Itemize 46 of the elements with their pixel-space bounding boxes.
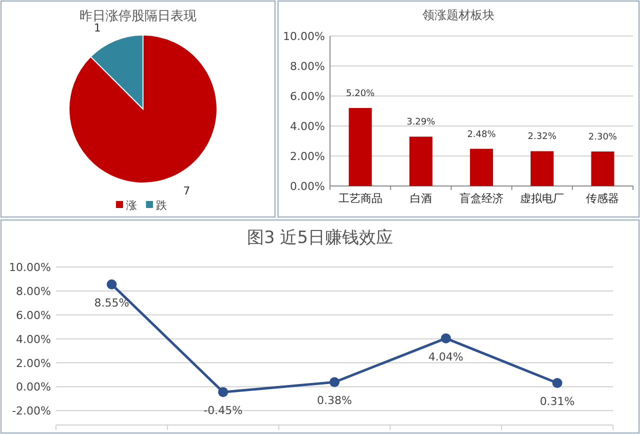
- y-tick-label: 2.00%: [290, 150, 325, 163]
- point: [552, 378, 562, 388]
- pie-slice: [68, 34, 218, 184]
- legend-label: 跌: [156, 199, 167, 212]
- bar: [348, 108, 372, 186]
- y-tick-label: 10.00%: [283, 30, 325, 43]
- x-tick-label: 工艺商品: [338, 192, 382, 205]
- y-tick-label: -2.00%: [12, 404, 51, 418]
- data-label: 8.55%: [94, 296, 130, 310]
- point: [218, 387, 228, 398]
- y-tick-label: 0.00%: [16, 380, 51, 394]
- point: [330, 377, 340, 388]
- data-label: 3.29%: [406, 118, 436, 128]
- y-tick-label: 10.00%: [9, 261, 51, 274]
- y-tick-label: 4.00%: [290, 120, 325, 133]
- chart-title: 昨日涨停股隔日表现: [80, 9, 196, 24]
- data-label: 5.20%: [346, 89, 376, 99]
- data-label: 2.32%: [528, 132, 557, 142]
- data-label: 1: [94, 22, 101, 35]
- bar: [530, 151, 554, 186]
- y-tick-label: 0.00%: [290, 180, 325, 193]
- y-tick-label: 6.00%: [290, 90, 325, 103]
- legend-label: 涨: [126, 199, 137, 212]
- data-label: -0.45%: [204, 404, 243, 418]
- point: [440, 333, 451, 344]
- x-tick-label: 传感器: [586, 192, 620, 205]
- y-tick-label: 6.00%: [16, 308, 51, 322]
- data-label: 2.48%: [467, 130, 496, 140]
- bar: [470, 148, 494, 186]
- y-tick-label: 4.00%: [16, 332, 51, 346]
- x-tick-label: 白酒: [410, 192, 432, 205]
- y-tick-label: 2.00%: [16, 356, 51, 370]
- data-label: 7: [183, 184, 190, 198]
- bar: [591, 152, 614, 186]
- bar: [409, 136, 432, 186]
- x-tick-label: 盲盒经济: [460, 192, 504, 205]
- data-label: 2.30%: [588, 132, 618, 142]
- chart-title: 领涨题材板块: [422, 8, 494, 22]
- point: [106, 279, 117, 290]
- data-label: 4.04%: [428, 350, 464, 364]
- y-tick-label: 8.00%: [16, 284, 51, 298]
- data-label: 0.31%: [540, 394, 575, 408]
- data-label: 0.38%: [317, 394, 352, 408]
- x-tick-label: 虚拟电厂: [520, 192, 564, 205]
- y-tick-label: 8.00%: [290, 60, 325, 73]
- chart-title: 图3 近5日赚钱效应: [246, 228, 394, 248]
